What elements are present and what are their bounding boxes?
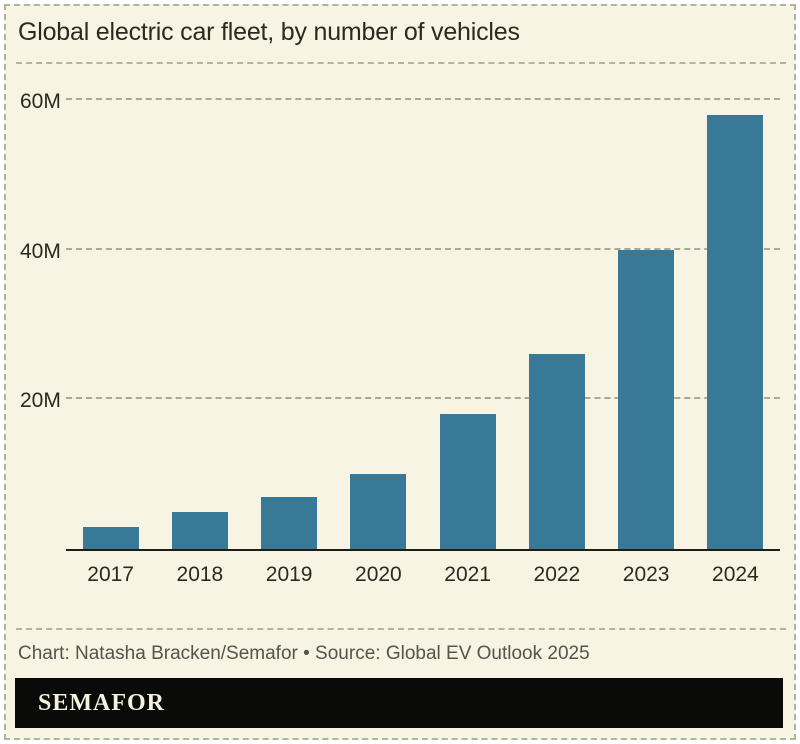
x-tick-label-2024: 2024 [712,563,759,586]
semafor-wordmark: SEMAFOR [38,690,165,716]
chart-card: Global electric car fleet, by number of … [4,4,796,740]
bar-2022 [528,354,585,549]
x-tick-label-2021: 2021 [444,563,491,586]
x-tick-label-2023: 2023 [622,563,670,586]
bar-2017 [82,526,139,549]
x-tick-label-2022: 2022 [533,563,581,586]
bar-column-2022 [512,74,601,549]
bar-column-2024 [691,74,780,549]
bar-column-2017 [66,74,155,549]
y-tick-label-20M: 20M [20,389,61,413]
bar-2021 [439,414,496,549]
bar-2024 [707,114,764,549]
bar-2018 [171,511,228,549]
bar-column-2018 [155,74,244,549]
bar-2023 [618,249,675,549]
x-tick-label-2018: 2018 [176,563,224,586]
gridline-60M [66,98,780,100]
x-tick-label-2019: 2019 [265,563,313,586]
bar-column-2019 [245,74,334,549]
x-tick-label-2017: 2017 [87,563,134,586]
semafor-logo-bar: SEMAFOR [15,678,783,728]
plot-area: 20M 40M 60M [20,74,780,551]
credit-line: Chart: Natasha Bracken/Semafor • Source:… [18,643,590,664]
x-tick-label-2020: 2020 [355,563,402,586]
bar-series [66,74,780,549]
y-tick-label-40M: 40M [20,239,61,263]
footer-divider [16,628,786,630]
gridline-40M [66,247,780,250]
y-tick-label-60M: 60M [20,90,61,114]
bar-column-2021 [423,74,512,549]
bar-column-2020 [334,74,423,549]
x-axis-labels: 2017 2018 2019 2020 2021 2022 2023 2024 [66,555,780,585]
bar-column-2023 [602,74,691,549]
gridline-20M [66,397,780,400]
title-divider [16,62,786,64]
chart-title: Global electric car fleet, by number of … [18,18,520,46]
bar-2019 [261,496,318,549]
bar-2020 [350,474,407,549]
